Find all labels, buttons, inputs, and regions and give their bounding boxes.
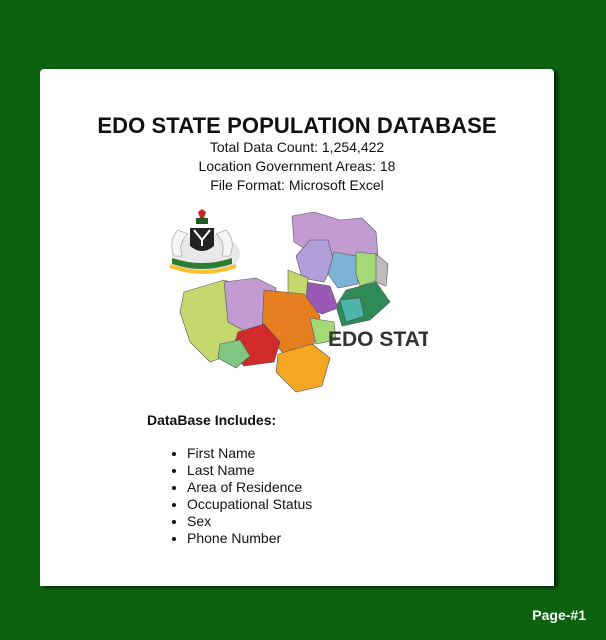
file-format: File Format: Microsoft Excel — [210, 177, 384, 193]
coat-of-arms-icon — [170, 209, 240, 274]
list-item: Occupational Status — [187, 496, 312, 513]
includes-heading: DataBase Includes: — [147, 412, 277, 428]
region-center-green — [217, 339, 251, 369]
region-east-lightteal — [339, 297, 365, 323]
lga-count: Location Government Areas: 18 — [198, 158, 396, 174]
map-illustration: EDO STATE — [170, 209, 445, 393]
page-title: EDO STATE POPULATION DATABASE — [97, 113, 497, 138]
edo-state-map-image: EDO STATE — [150, 208, 445, 393]
total-data-count: Total Data Count: 1,254,422 — [209, 139, 385, 155]
list-item: Sex — [187, 513, 312, 530]
map-edo-state-label: EDO STATE — [328, 328, 428, 351]
region-south-orange — [275, 343, 331, 393]
list-item: Phone Number — [187, 530, 312, 547]
region-east-grey — [375, 253, 389, 287]
region-north-green — [355, 251, 379, 287]
list-item: Area of Residence — [187, 479, 312, 496]
region-north-blue — [327, 251, 359, 289]
region-lightgreen — [309, 317, 337, 345]
content-card: EDO STATE POPULATION DATABASE Total Data… — [40, 69, 554, 586]
list-item: Last Name — [187, 462, 312, 479]
includes-list: First Name Last Name Area of Residence O… — [167, 445, 312, 547]
region-north-center — [295, 239, 335, 283]
list-item: First Name — [187, 445, 312, 462]
page-number-label: Page-#1 — [532, 607, 586, 623]
lga-regions — [179, 211, 391, 393]
